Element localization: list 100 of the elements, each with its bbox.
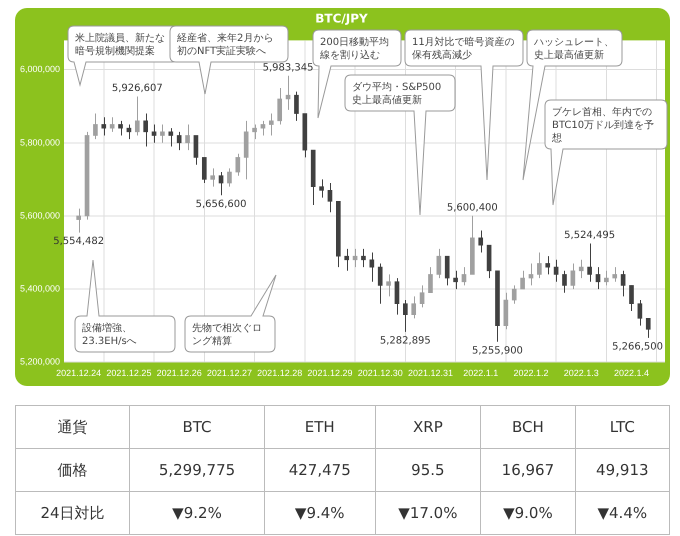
x-tick-label: 2021.12.28 xyxy=(257,368,302,378)
category-label: 価格 xyxy=(58,460,88,478)
candlestick xyxy=(444,256,450,286)
text: 5,926,607 xyxy=(112,83,163,94)
candlestick xyxy=(378,262,383,304)
annotation: 先物で相次ぐロング精算 xyxy=(192,322,262,347)
annotation: 経産省、来年2月から初のNFT実証実験へ xyxy=(176,32,274,57)
x-tick-label: 2021.12.31 xyxy=(408,368,453,378)
candlestick xyxy=(587,243,592,282)
text: ▼9.0% xyxy=(503,504,553,522)
candlestick xyxy=(260,120,266,136)
text: 16,967 xyxy=(502,461,554,479)
annotation: 11月対比で暗号資産の保有残高減少 xyxy=(412,36,515,61)
x-tick-label: 2021.12.29 xyxy=(307,368,352,378)
text: 5,656,600 xyxy=(196,198,247,210)
x-tick-label: 2022.1.1 xyxy=(463,368,498,378)
text: 95.5 xyxy=(411,461,445,479)
x-tick-label: 2021.12.25 xyxy=(106,368,152,378)
text: 49,913 xyxy=(596,461,649,479)
candlestick xyxy=(176,131,182,151)
candlestick xyxy=(110,116,114,132)
annotation: 200日移動平均線を割り込む xyxy=(319,36,390,61)
candlestick xyxy=(453,270,458,290)
candlestick xyxy=(210,168,216,188)
candlestick xyxy=(252,124,257,140)
candlestick xyxy=(101,116,106,136)
text: 通貨 xyxy=(16,406,130,448)
candlestick xyxy=(554,259,558,282)
candlestick xyxy=(612,266,618,282)
text: 5,255,900 xyxy=(472,345,523,356)
text: ▼9.2% xyxy=(172,504,222,522)
candlestick xyxy=(202,156,207,184)
speech-bubble: 設備増強、23.3EH/sへ xyxy=(74,260,176,352)
category-label: BTC xyxy=(130,406,264,448)
candlestick xyxy=(93,113,98,140)
candlestick xyxy=(420,284,424,308)
x-tick-label: 2021.12.30 xyxy=(358,368,403,378)
text: ▼9.4% xyxy=(294,504,345,522)
text: 5,600,400 xyxy=(446,202,498,214)
candlestick xyxy=(570,262,576,290)
x-tick-label: 2022.1.4 xyxy=(614,368,650,378)
text: 5,299,775 xyxy=(158,461,236,479)
candlestick xyxy=(512,284,517,304)
candlestick xyxy=(578,259,584,279)
candlestick xyxy=(319,178,324,198)
candlestick xyxy=(143,113,148,147)
candlestick xyxy=(160,124,165,144)
category-label: BCH xyxy=(480,406,576,448)
x-tick-label: 2022.1.3 xyxy=(564,368,599,378)
candlestick xyxy=(537,252,542,279)
category-label: 24日対比 xyxy=(40,504,105,522)
speech-bubble: ブケレ首相、年内でのBTC10万ドル到達を予想 xyxy=(544,100,668,206)
chart-title: BTC/JPY xyxy=(315,11,368,26)
candlestick xyxy=(562,270,567,294)
y-tick-label: 5,200,000 xyxy=(20,356,60,367)
candlestick xyxy=(152,124,156,144)
candlestick xyxy=(118,120,123,136)
candlestick xyxy=(478,230,484,253)
category-label: ETH xyxy=(264,406,376,448)
annotation: ハッシュレート、史上最高値更新 xyxy=(533,37,614,61)
candlestick xyxy=(428,266,433,294)
text: 5,524,495 xyxy=(564,230,616,242)
candlestick xyxy=(528,262,534,286)
candlestick xyxy=(545,256,550,275)
candlestick xyxy=(277,87,282,126)
candlestick xyxy=(629,284,634,312)
category-label: LTC xyxy=(575,406,670,448)
annotation: ブケレ首相、年内でのBTC10万ドル到達を予想 xyxy=(551,106,654,144)
annotation: ダウ平均・S&P500史上最高値更新 xyxy=(352,81,442,106)
candlestick xyxy=(185,124,190,151)
candlestick xyxy=(394,278,400,316)
candlestick xyxy=(462,266,466,286)
candlestick xyxy=(134,96,140,136)
y-tick-label: 5,400,000 xyxy=(20,284,60,294)
candlestick xyxy=(403,300,408,332)
x-tick-label: 2021.12.24 xyxy=(56,368,102,378)
text: 5,266,500 xyxy=(612,341,664,352)
text: ▼4.4% xyxy=(597,504,648,522)
candlestick xyxy=(620,270,626,297)
candlestick xyxy=(411,296,416,319)
candlestick xyxy=(218,172,224,196)
candlestick xyxy=(596,266,600,290)
candlestick xyxy=(370,252,374,282)
x-tick-label: 2021.12.26 xyxy=(156,368,202,378)
annotation: 米上院議員、新たな暗号規制機関提案 xyxy=(75,32,165,57)
x-tick-label: 2022.1.2 xyxy=(513,368,549,378)
candlestick xyxy=(436,248,442,279)
text: 427,475 xyxy=(288,461,351,479)
candlestick xyxy=(344,248,350,272)
text: ▼17.0% xyxy=(398,504,458,522)
y-tick-label: 5,800,000 xyxy=(20,137,60,148)
annotation: 設備増強、23.3EH/sへ xyxy=(82,322,137,347)
x-tick-label: 2021.12.27 xyxy=(206,368,252,378)
candlestick xyxy=(328,182,332,213)
candlestick xyxy=(386,274,391,297)
text: 5,983,345 xyxy=(262,62,314,74)
y-tick-label: 6,000,000 xyxy=(20,64,60,74)
candlestick xyxy=(294,91,299,122)
candlestick xyxy=(352,248,358,268)
candlestick xyxy=(268,113,274,136)
